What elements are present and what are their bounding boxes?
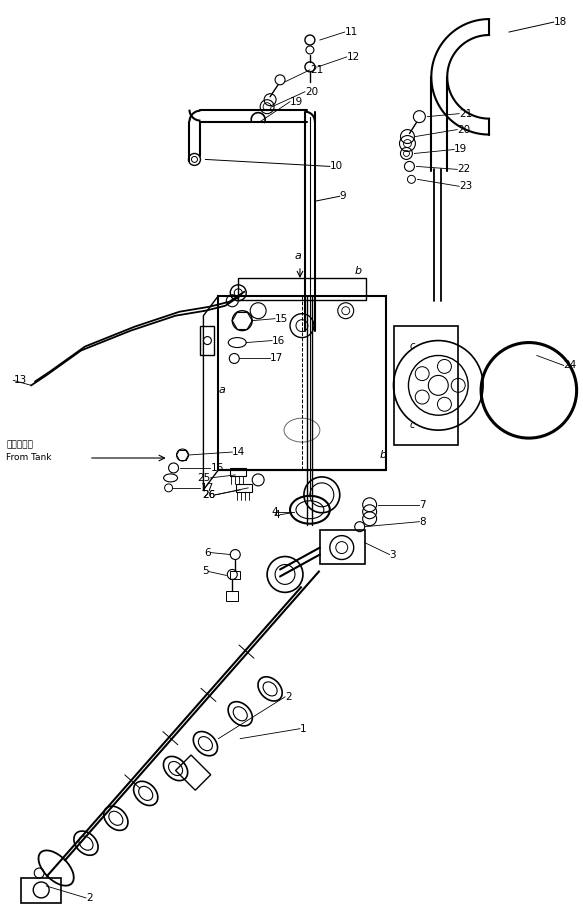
Text: b: b — [380, 450, 387, 460]
Bar — [230, 572, 240, 579]
Text: b: b — [354, 266, 362, 276]
Bar — [22, 878, 61, 903]
Text: 7: 7 — [419, 499, 426, 509]
Text: 6: 6 — [204, 547, 210, 557]
Text: 16: 16 — [210, 463, 224, 473]
Text: 15: 15 — [275, 314, 289, 324]
Text: 5: 5 — [202, 566, 208, 577]
Text: 23: 23 — [459, 182, 472, 191]
Bar — [394, 326, 458, 445]
Text: 4: 4 — [272, 507, 278, 517]
Bar — [236, 484, 252, 492]
Text: a: a — [219, 386, 225, 396]
Text: 3: 3 — [389, 550, 396, 560]
Bar — [238, 278, 366, 300]
Text: タンクから: タンクから — [6, 441, 33, 450]
Text: 21: 21 — [459, 108, 472, 118]
Text: 24: 24 — [564, 361, 577, 371]
Text: a: a — [295, 251, 302, 261]
Text: c: c — [409, 341, 415, 351]
Text: 19: 19 — [290, 96, 303, 106]
Text: 26: 26 — [202, 490, 215, 499]
Text: 2: 2 — [86, 893, 93, 903]
Text: 13: 13 — [13, 375, 27, 386]
Text: 26: 26 — [202, 490, 215, 499]
Bar — [230, 468, 246, 476]
Text: 11: 11 — [345, 27, 358, 37]
Text: 12: 12 — [347, 52, 360, 62]
Bar — [175, 755, 210, 790]
Text: From Tank: From Tank — [6, 453, 52, 462]
Text: 1: 1 — [300, 723, 307, 733]
Bar — [226, 591, 238, 601]
Text: 14: 14 — [232, 447, 245, 457]
Text: 19: 19 — [454, 144, 468, 154]
Text: 21: 21 — [310, 65, 323, 75]
Text: 9: 9 — [340, 191, 346, 201]
Text: 22: 22 — [457, 164, 470, 174]
Text: 25: 25 — [197, 473, 210, 483]
Text: 20: 20 — [305, 87, 318, 96]
Text: 17: 17 — [201, 483, 214, 493]
Bar — [320, 530, 364, 565]
Text: 18: 18 — [554, 17, 567, 28]
Bar — [201, 326, 215, 355]
Text: 8: 8 — [419, 517, 426, 527]
Bar — [219, 296, 385, 470]
Text: 17: 17 — [270, 353, 283, 364]
Text: 2: 2 — [285, 692, 292, 702]
Text: 4: 4 — [273, 509, 280, 520]
Text: c: c — [409, 420, 415, 431]
Text: 10: 10 — [330, 162, 343, 172]
Text: 16: 16 — [272, 336, 285, 345]
Text: 20: 20 — [457, 125, 470, 135]
